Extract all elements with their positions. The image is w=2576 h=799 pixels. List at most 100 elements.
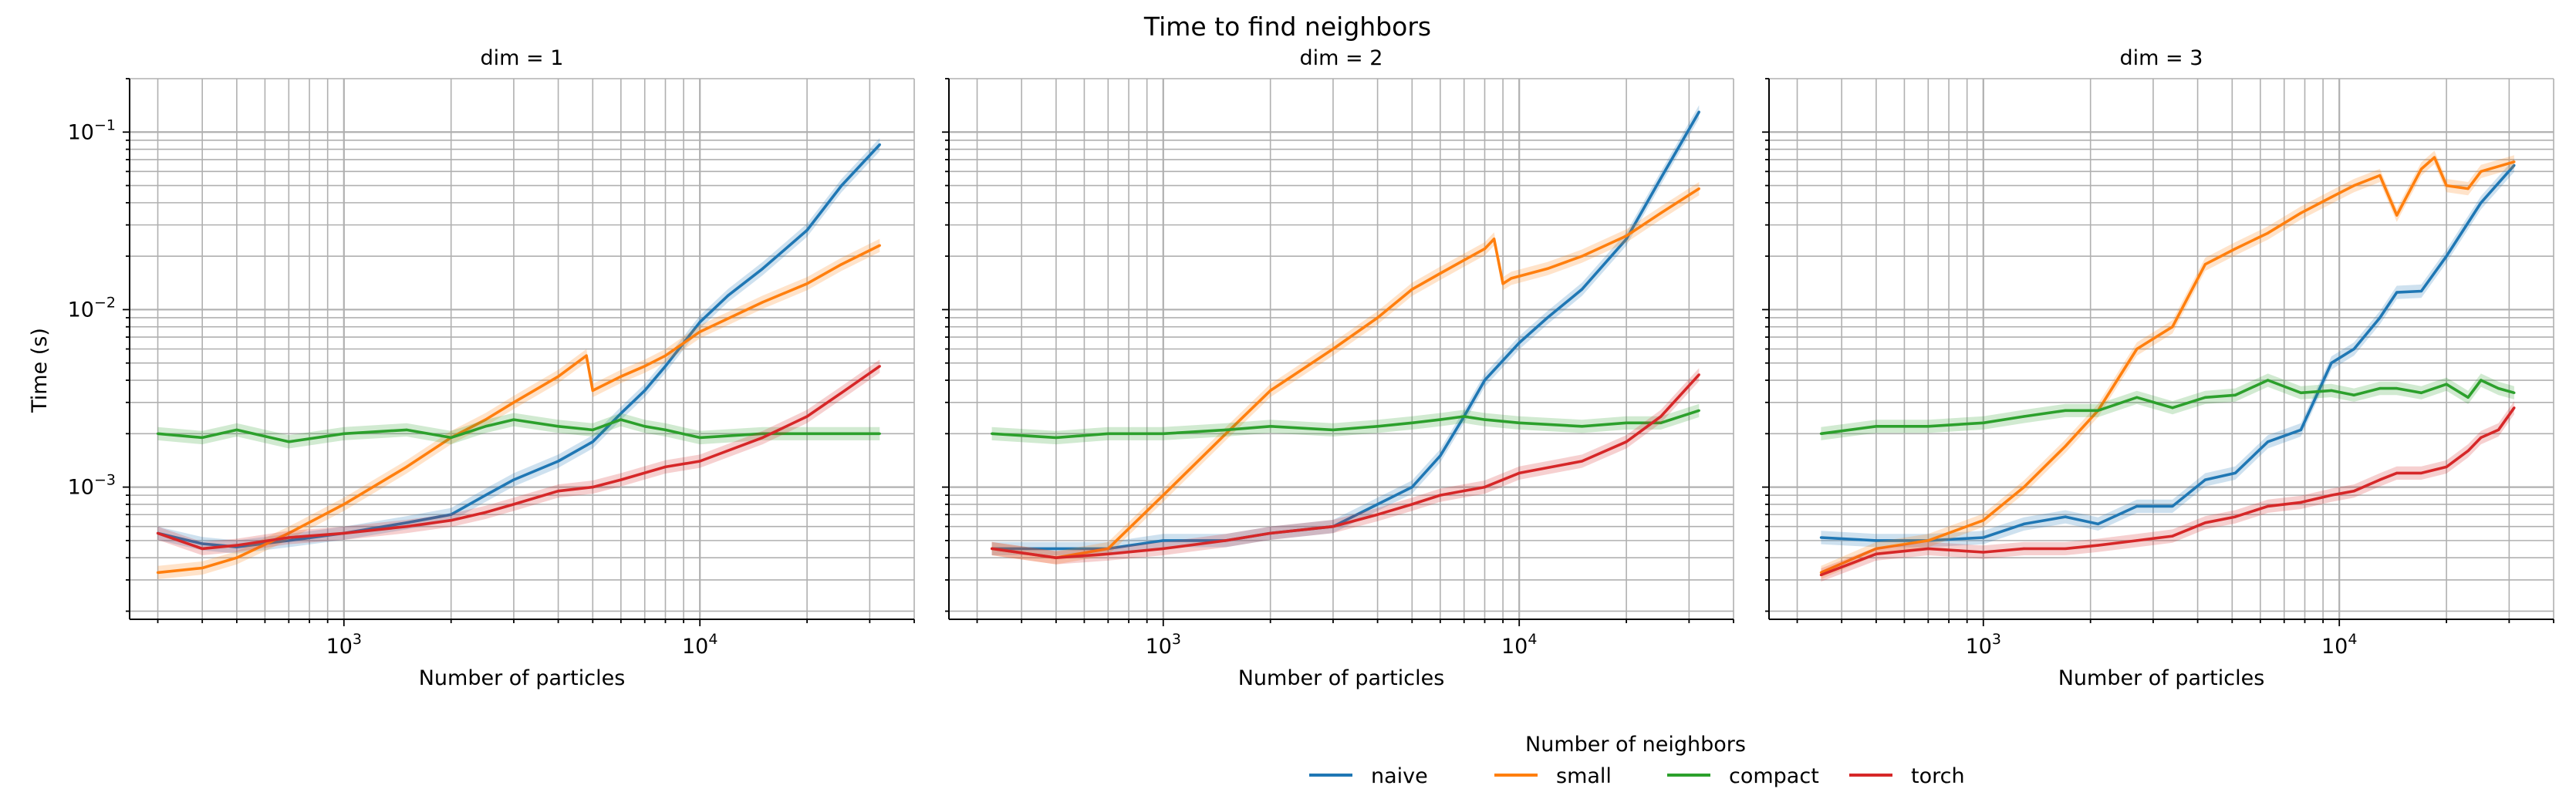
data-point [2419, 391, 2423, 394]
data-point [1982, 536, 1985, 539]
data-point [2171, 534, 2174, 538]
data-point [450, 519, 453, 522]
data-point [343, 503, 346, 506]
data-point [1106, 432, 1109, 435]
series-line [157, 244, 881, 575]
data-point [2466, 187, 2470, 190]
x-tick-label: 103 [326, 631, 362, 659]
data-point [2135, 347, 2139, 351]
data-point [2445, 255, 2448, 258]
data-point [1580, 255, 1584, 258]
data-point [1224, 428, 1227, 432]
data-point [287, 531, 290, 535]
data-point [1224, 432, 1227, 435]
data-point [2513, 160, 2516, 164]
data-point [287, 539, 290, 542]
data-point [2171, 504, 2174, 508]
data-point [1439, 418, 1442, 421]
data-point [1580, 288, 1584, 291]
data-point [2513, 391, 2516, 394]
data-point [591, 389, 594, 392]
data-point [1625, 234, 1628, 238]
data-point [1269, 389, 1272, 392]
data-point [2378, 387, 2382, 390]
x-axis-label: Number of particles [2058, 666, 2265, 690]
data-point [2203, 263, 2206, 266]
data-point [1410, 486, 1413, 489]
data-point [878, 432, 881, 435]
series-small [991, 182, 1700, 565]
data-point [2064, 409, 2067, 412]
data-point [1546, 316, 1549, 319]
data-point [2395, 471, 2399, 475]
panel-title: dim = 2 [1300, 46, 1383, 70]
data-point [805, 415, 809, 418]
data-point [1501, 282, 1504, 285]
data-point [1510, 277, 1513, 280]
data-point [1269, 425, 1272, 428]
legend-label: naive [1371, 764, 1428, 788]
data-point [484, 494, 488, 497]
data-point [1162, 547, 1165, 551]
data-point [557, 375, 560, 378]
x-tick-label: 103 [1966, 631, 2001, 659]
data-point [287, 536, 290, 539]
data-point [643, 389, 647, 392]
data-point [1982, 551, 1985, 554]
data-point [1697, 373, 1700, 376]
data-point [2352, 393, 2355, 396]
data-point [698, 460, 701, 463]
data-point [878, 365, 881, 368]
data-point [1982, 421, 1985, 424]
data-point [1162, 539, 1165, 542]
data-point [1697, 187, 1700, 190]
data-point [2378, 174, 2382, 177]
data-point [2497, 428, 2500, 432]
series-compact [1819, 373, 2516, 440]
grid [130, 78, 915, 619]
y-tick-label: 10−3 [68, 472, 116, 500]
data-point [2330, 196, 2333, 199]
data-point [1518, 471, 1521, 475]
data-point [1875, 539, 1878, 542]
data-point [2267, 231, 2270, 234]
data-point [2395, 291, 2399, 294]
data-point [1332, 428, 1335, 432]
data-point [2445, 465, 2448, 469]
legend-label: small [1556, 764, 1612, 788]
data-point [484, 511, 488, 514]
data-point [2022, 547, 2025, 551]
data-point [991, 547, 994, 551]
data-point [1376, 425, 1379, 428]
series-naive [1819, 158, 2516, 548]
data-point [201, 542, 204, 545]
data-point [405, 525, 408, 528]
data-point [1332, 525, 1335, 528]
x-tick-label: 104 [682, 631, 717, 659]
data-point [663, 428, 667, 432]
data-point [643, 365, 647, 368]
data-point [1332, 347, 1335, 351]
data-point [2395, 214, 2399, 217]
data-point [2203, 396, 2206, 399]
series-torch [1819, 401, 2516, 582]
data-point [1659, 211, 1663, 214]
series-line [157, 143, 881, 548]
data-point [2135, 396, 2139, 399]
x-tick-label: 104 [2321, 631, 2357, 659]
data-point [287, 440, 290, 443]
data-point [585, 354, 588, 357]
data-point [1410, 503, 1413, 506]
legend-entry-naive: naive [1309, 764, 1428, 788]
panel-2: 103 104 dim = 2 Number of particles [942, 46, 1734, 690]
x-tick-label: 103 [1146, 631, 1181, 659]
series-line [991, 373, 1700, 559]
data-point [1982, 519, 1985, 522]
data-point [2395, 387, 2399, 390]
data-point [2135, 504, 2139, 508]
data-point [2330, 389, 2333, 392]
data-point [1659, 421, 1663, 424]
data-point [235, 556, 238, 559]
data-point [405, 465, 408, 469]
data-point [2299, 428, 2302, 432]
